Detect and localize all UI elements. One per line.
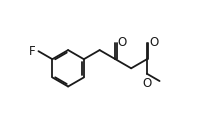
Text: F: F [29,45,36,58]
Text: O: O [117,36,127,49]
Text: O: O [142,77,152,90]
Text: O: O [149,36,158,49]
